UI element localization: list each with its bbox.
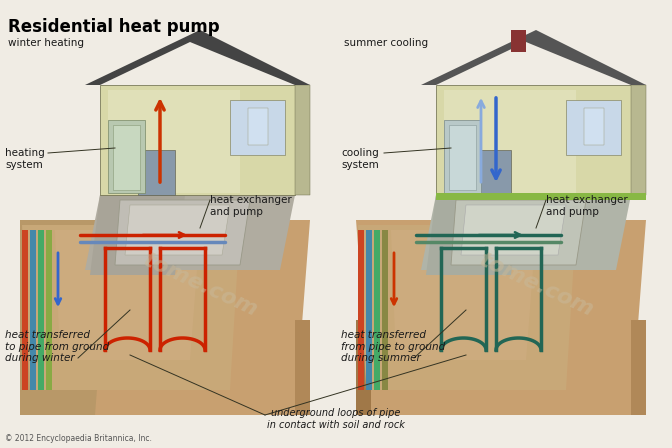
- Text: heat transferred
to pipe from ground
during winter: heat transferred to pipe from ground dur…: [5, 330, 110, 363]
- Polygon shape: [20, 320, 35, 415]
- Polygon shape: [631, 320, 646, 415]
- Polygon shape: [30, 230, 36, 390]
- Polygon shape: [108, 120, 145, 193]
- Polygon shape: [366, 230, 372, 390]
- Polygon shape: [584, 108, 604, 145]
- Polygon shape: [444, 90, 576, 193]
- Text: summer cooling: summer cooling: [344, 38, 428, 48]
- Text: tome.com: tome.com: [476, 250, 597, 320]
- Polygon shape: [631, 85, 646, 195]
- Polygon shape: [100, 85, 295, 195]
- Polygon shape: [115, 200, 250, 265]
- Text: underground loops of pipe
in contact with soil and rock: underground loops of pipe in contact wit…: [267, 408, 405, 430]
- Polygon shape: [46, 230, 52, 390]
- Text: heat exchanger
and pump: heat exchanger and pump: [546, 195, 628, 216]
- Polygon shape: [85, 30, 310, 85]
- Polygon shape: [436, 193, 646, 200]
- Polygon shape: [358, 225, 576, 390]
- Polygon shape: [461, 205, 566, 255]
- Polygon shape: [125, 205, 230, 255]
- Polygon shape: [22, 230, 28, 390]
- Polygon shape: [22, 225, 240, 390]
- Polygon shape: [55, 230, 200, 360]
- Text: winter heating: winter heating: [8, 38, 84, 48]
- Polygon shape: [90, 195, 185, 275]
- Polygon shape: [436, 85, 631, 195]
- Polygon shape: [356, 220, 646, 415]
- Polygon shape: [295, 85, 310, 195]
- Polygon shape: [449, 125, 476, 190]
- Polygon shape: [382, 230, 388, 390]
- Polygon shape: [20, 220, 310, 415]
- Polygon shape: [511, 30, 526, 52]
- Polygon shape: [295, 320, 310, 415]
- Polygon shape: [108, 90, 240, 193]
- Polygon shape: [426, 195, 521, 275]
- Polygon shape: [391, 230, 536, 360]
- Polygon shape: [451, 200, 586, 265]
- Polygon shape: [374, 230, 380, 390]
- Polygon shape: [85, 195, 295, 270]
- Polygon shape: [138, 150, 175, 195]
- Text: heating
system: heating system: [5, 148, 45, 170]
- Text: tome.com: tome.com: [140, 250, 261, 320]
- Text: Residential heat pump: Residential heat pump: [8, 18, 220, 36]
- Text: heat exchanger
and pump: heat exchanger and pump: [210, 195, 292, 216]
- Polygon shape: [421, 195, 631, 270]
- Polygon shape: [113, 125, 140, 190]
- Text: © 2012 Encyclopaedia Britannica, Inc.: © 2012 Encyclopaedia Britannica, Inc.: [5, 434, 152, 443]
- Polygon shape: [38, 230, 44, 390]
- Polygon shape: [248, 108, 268, 145]
- Polygon shape: [566, 100, 621, 155]
- Text: heat transferred
from pipe to ground
during summer: heat transferred from pipe to ground dur…: [341, 330, 446, 363]
- Polygon shape: [444, 120, 481, 193]
- Polygon shape: [230, 100, 285, 155]
- Polygon shape: [421, 30, 646, 85]
- Polygon shape: [474, 150, 511, 195]
- Polygon shape: [358, 230, 364, 390]
- Polygon shape: [20, 220, 110, 415]
- Text: cooling
system: cooling system: [341, 148, 379, 170]
- Polygon shape: [356, 320, 371, 415]
